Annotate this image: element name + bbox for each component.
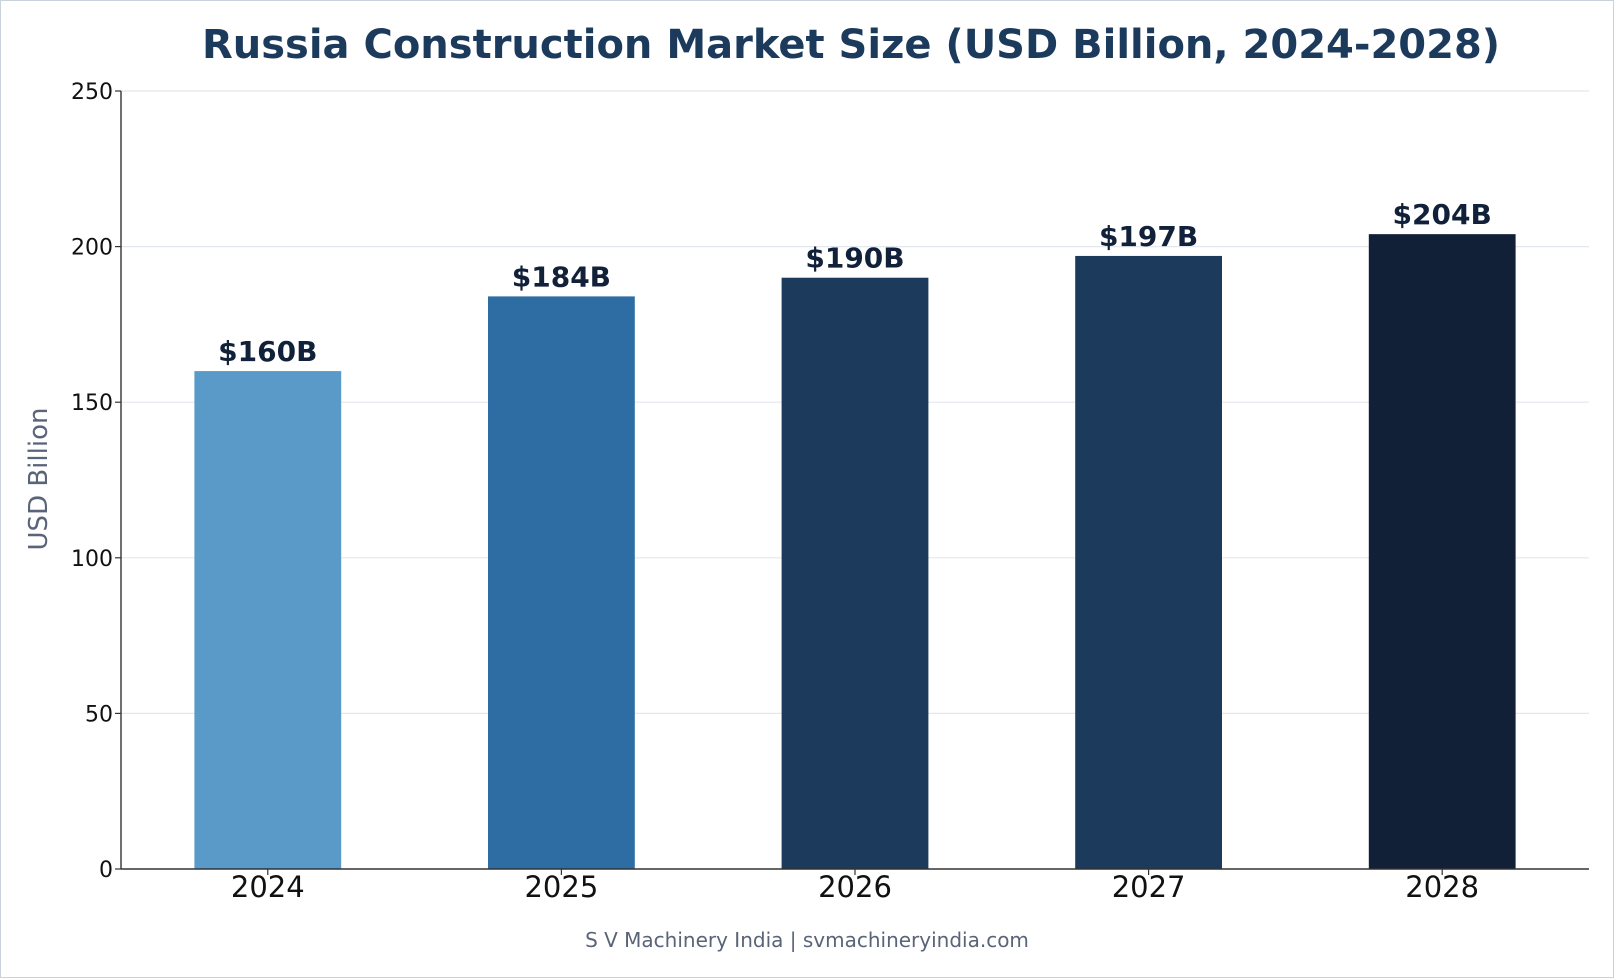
chart-title: Russia Construction Market Size (USD Bil… <box>202 22 1500 68</box>
y-tick-label: 0 <box>99 858 113 883</box>
y-tick-label: 200 <box>71 236 113 261</box>
axes: 0 50 100 150 200 250 2024 2025 2026 2027 2028 <box>71 80 1589 904</box>
y-tick-label: 50 <box>85 702 113 727</box>
bar-2026 <box>781 277 929 870</box>
data-label-2027: $197B <box>1099 220 1198 253</box>
y-tick-label: 100 <box>71 547 113 572</box>
x-tick-label: 2025 <box>524 870 598 904</box>
bars: $160B $184B $190B $197B $204B <box>194 198 1516 870</box>
x-tick-label: 2027 <box>1112 870 1186 904</box>
data-label-2028: $204B <box>1393 198 1492 231</box>
y-axis-label: USD Billion <box>24 408 54 551</box>
footer-credit: S V Machinery India | svmachineryindia.c… <box>585 928 1029 952</box>
bar-2027 <box>1075 255 1222 869</box>
x-tick-label: 2026 <box>818 870 892 904</box>
bar-2028 <box>1368 234 1516 870</box>
y-tick-label: 250 <box>71 80 113 105</box>
bar-2024 <box>194 371 342 869</box>
data-label-2024: $160B <box>218 335 317 368</box>
data-label-2026: $190B <box>805 242 904 275</box>
data-label-2025: $184B <box>512 260 611 293</box>
x-tick-label: 2028 <box>1405 870 1479 904</box>
bar-2025 <box>488 296 635 870</box>
y-tick-label: 150 <box>71 391 113 416</box>
x-tick-label: 2024 <box>231 870 305 904</box>
